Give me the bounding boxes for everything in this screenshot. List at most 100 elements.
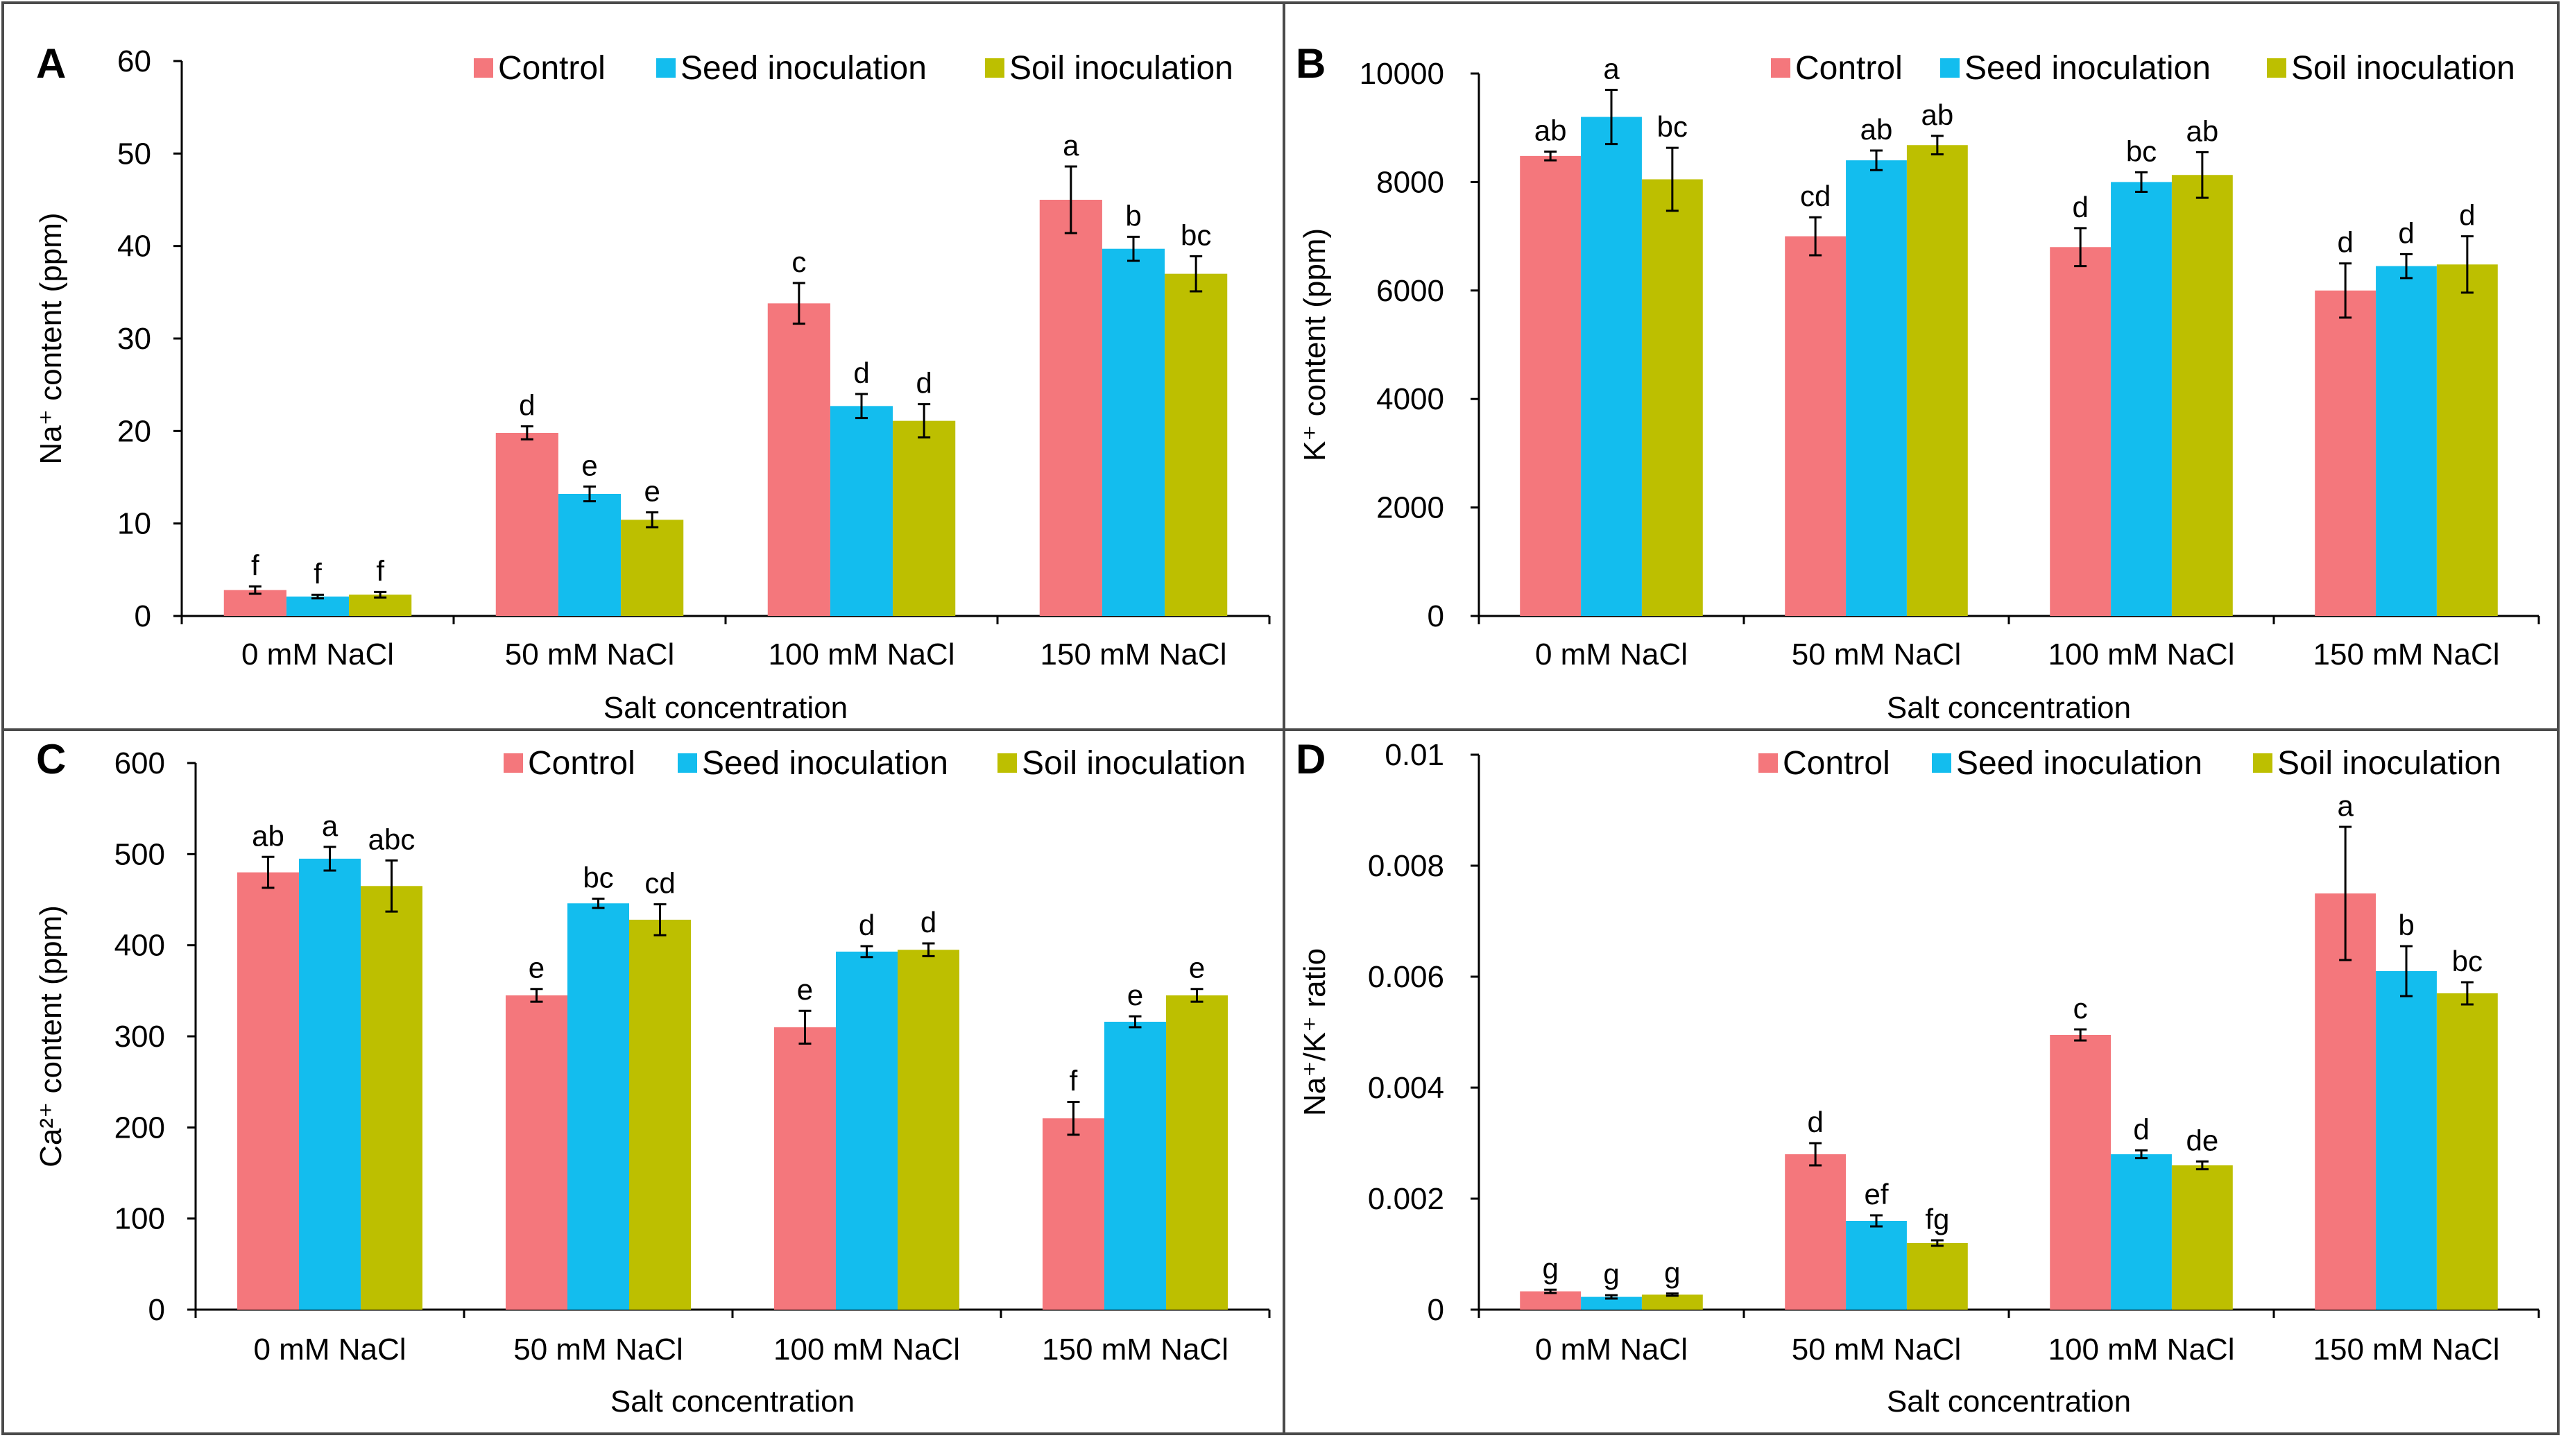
significance-label: bc [1181, 219, 1211, 251]
significance-label: d [853, 357, 869, 389]
panel-b: B 0 2000 4000 6000 8000 10000 K⁺ content (ppm) S… [1296, 40, 2540, 725]
bar [286, 597, 350, 616]
bar [1039, 200, 1102, 616]
legend-swatch [656, 58, 676, 78]
legend-swatch [2267, 58, 2286, 78]
y-axis-title: Na⁺ content (ppm) [34, 212, 68, 464]
y-tick-label: 0.008 [1368, 849, 1444, 883]
bar [1906, 1243, 1968, 1310]
significance-label: c [2073, 992, 2088, 1025]
bar [1104, 1021, 1167, 1310]
significance-label: a [2337, 789, 2354, 822]
bar [2436, 264, 2498, 616]
significance-label: f [376, 554, 384, 587]
x-tick-label: 0 mM NaCl [253, 1333, 406, 1367]
legend-label: Seed inoculation [680, 50, 927, 87]
y-tick-label: 0 [1428, 1293, 1444, 1327]
legend-swatch [678, 753, 697, 773]
bar [1906, 145, 1968, 616]
significance-label: bc [2452, 945, 2483, 977]
significance-label: d [2133, 1113, 2149, 1145]
significance-label: e [581, 449, 597, 481]
bar [1166, 995, 1228, 1310]
bar [893, 420, 956, 616]
significance-label: a [322, 810, 339, 842]
y-tick-label: 20 [117, 414, 151, 448]
bar [1846, 160, 1907, 616]
bar [1165, 273, 1228, 616]
significance-label: cd [1800, 180, 1831, 212]
y-tick-label: 30 [117, 322, 151, 356]
bar [361, 886, 423, 1310]
significance-label: d [519, 389, 535, 422]
panel-c: C 0 100 200 300 400 500 600 Ca²⁺ content (ppm) Sa… [34, 736, 1271, 1419]
y-tick-label: 60 [117, 44, 151, 78]
x-tick-label: 0 mM NaCl [1535, 637, 1688, 671]
significance-label: ab [1534, 114, 1567, 147]
x-axis-title: Salt concentration [610, 1385, 855, 1419]
x-tick-label: 100 mM NaCl [2048, 1333, 2235, 1367]
y-axis-title: Na⁺/K⁺ ratio [1298, 948, 1332, 1116]
x-tick-label: 0 mM NaCl [241, 637, 394, 671]
bar [1641, 179, 1703, 616]
legend-swatch [1758, 753, 1778, 773]
y-tick-label: 300 [114, 1020, 165, 1054]
x-tick-label: 150 mM NaCl [1042, 1333, 1228, 1367]
bar [898, 950, 960, 1310]
y-tick-label: 50 [117, 137, 151, 171]
y-tick-label: 500 [114, 837, 165, 871]
y-tick-label: 400 [114, 929, 165, 963]
legend-label: Seed inoculation [702, 745, 948, 782]
bar [1102, 248, 1165, 617]
bar [495, 433, 558, 616]
significance-label: a [1603, 52, 1620, 85]
legend-label: Control [1795, 50, 1903, 87]
x-axis-title: Salt concentration [1887, 691, 2131, 725]
y-tick-label: 0 [148, 1293, 165, 1327]
bar [1520, 1291, 1582, 1310]
bar [1581, 117, 1642, 616]
x-tick-label: 150 mM NaCl [1040, 637, 1227, 671]
y-tick-label: 4000 [1376, 382, 1444, 416]
legend-swatch [1940, 58, 1960, 78]
bar [2111, 1154, 2172, 1310]
y-tick-label: 0.002 [1368, 1182, 1444, 1216]
significance-label: ab [2186, 114, 2219, 147]
y-axis-title: K⁺ content (ppm) [1298, 228, 1332, 461]
legend-label: Soil inoculation [2277, 745, 2501, 782]
legend-label: Soil inoculation [2291, 50, 2515, 87]
bar [2111, 182, 2172, 616]
x-tick-label: 50 mM NaCl [513, 1333, 683, 1367]
significance-label: b [2398, 909, 2414, 941]
significance-label: bc [583, 862, 613, 894]
significance-label: abc [368, 823, 416, 856]
bar [830, 406, 893, 616]
panel-label: D [1296, 736, 1326, 782]
significance-label: d [1807, 1106, 1823, 1138]
panel-label: A [36, 40, 66, 87]
significance-label: ab [1860, 113, 1893, 146]
legend-swatch [474, 58, 493, 78]
y-tick-label: 0 [1428, 599, 1444, 633]
x-tick-label: 50 mM NaCl [505, 637, 675, 671]
significance-label: d [920, 906, 936, 939]
legend-swatch [2253, 753, 2272, 773]
y-tick-label: 6000 [1376, 274, 1444, 308]
bar [1846, 1221, 1907, 1310]
x-axis-title: Salt concentration [1887, 1385, 2131, 1419]
y-axis-title: Ca²⁺ content (ppm) [34, 905, 68, 1167]
bar [1641, 1294, 1703, 1310]
legend-label: Control [1783, 745, 1890, 782]
y-tick-label: 0.01 [1385, 738, 1444, 772]
y-tick-label: 0 [135, 599, 151, 633]
significance-label: c [791, 246, 806, 278]
legend-swatch [1932, 753, 1951, 773]
significance-label: f [1070, 1065, 1078, 1097]
y-tick-label: 10000 [1360, 57, 1444, 91]
y-tick-label: 200 [114, 1111, 165, 1145]
y-tick-label: 2000 [1376, 491, 1444, 525]
legend-label: Soil inoculation [1009, 50, 1233, 87]
significance-label: ef [1864, 1178, 1888, 1210]
significance-label: d [859, 909, 875, 941]
